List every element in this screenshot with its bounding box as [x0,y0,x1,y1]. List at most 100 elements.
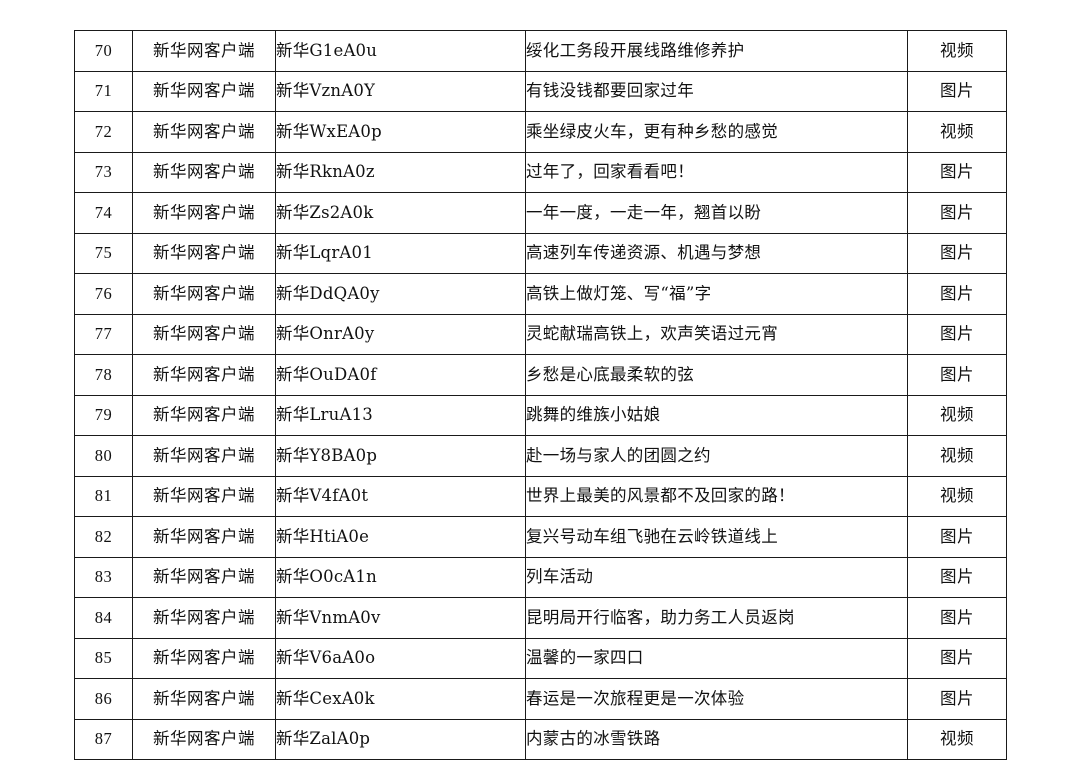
content-table: 70 新华网客户端 新华G1eA0u 绥化工务段开展线路维修养护 视频 71 新华网客户端新… [74,30,1007,760]
cell-type: 图片 [907,151,1007,193]
cell-code: 新华LruA13 [275,394,526,436]
cell-index: 74 [74,192,133,234]
cell-type: 图片 [907,313,1007,355]
cell-code: 新华O0cA1n [275,556,526,598]
cell-source: 新华网客户端 [132,394,276,436]
table-row: 75 新华网客户端 新华LqrA01 高速列车传递资源、机遇与梦想 图片 [74,232,1007,274]
cell-code: 新华G1eA0u [275,30,526,72]
cell-title: 过年了，回家看看吧！ [525,151,908,193]
cell-source: 新华网客户端 [132,111,276,153]
cell-code: 新华V4fA0t [275,475,526,517]
cell-title: 春运是一次旅程更是一次体验 [525,678,908,720]
cell-index: 77 [74,313,133,355]
cell-index: 70 [74,30,133,72]
cell-code: 新华Y8BA0p [275,435,526,477]
cell-source: 新华网客户端 [132,597,276,639]
cell-title: 有钱没钱都要回家过年 [525,70,908,112]
cell-type: 视频 [907,475,1007,517]
cell-code: 新华CexA0k [275,678,526,720]
cell-title: 昆明局开行临客，助力务工人员返岗 [525,597,908,639]
cell-code: 新华LqrA01 [275,232,526,274]
cell-index: 76 [74,273,133,315]
cell-code: 新华VznA0Y [275,70,526,112]
table-body: 70 新华网客户端 新华G1eA0u 绥化工务段开展线路维修养护 视频 71 新华网客户端新… [74,30,1007,760]
cell-title: 跳舞的维族小姑娘 [525,394,908,436]
cell-title: 温馨的一家四口 [525,637,908,679]
cell-type: 图片 [907,597,1007,639]
cell-code: 新华DdQA0y [275,273,526,315]
table-row: 80 新华网客户端 新华Y8BA0p 赴一场与家人的团圆之约 视频 [74,435,1007,477]
cell-index: 72 [74,111,133,153]
cell-source: 新华网客户端 [132,718,276,760]
cell-type: 图片 [907,70,1007,112]
cell-source: 新华网客户端 [132,556,276,598]
cell-source: 新华网客户端 [132,313,276,355]
cell-type: 视频 [907,435,1007,477]
cell-type: 图片 [907,232,1007,274]
table-row: 73 新华网客户端 新华RknA0z 过年了，回家看看吧！ 图片 [74,151,1007,193]
cell-type: 视频 [907,718,1007,760]
cell-title: 乘坐绿皮火车，更有种乡愁的感觉 [525,111,908,153]
table-container: 70 新华网客户端 新华G1eA0u 绥化工务段开展线路维修养护 视频 71 新华网客户端新… [74,30,1007,760]
cell-code: 新华OnrA0y [275,313,526,355]
table-row: 83 新华网客户端 新华O0cA1n 列车活动 图片 [74,556,1007,598]
cell-title: 赴一场与家人的团圆之约 [525,435,908,477]
cell-index: 83 [74,556,133,598]
cell-code: 新华RknA0z [275,151,526,193]
cell-title: 灵蛇献瑞高铁上，欢声笑语过元宵 [525,313,908,355]
cell-index: 84 [74,597,133,639]
table-row: 84 新华网客户端 新华VnmA0v 昆明局开行临客，助力务工人员返岗 图片 [74,597,1007,639]
cell-title: 复兴号动车组飞驰在云岭铁道线上 [525,516,908,558]
table-row: 78 新华网客户端 新华OuDA0f 乡愁是心底最柔软的弦 图片 [74,354,1007,396]
cell-code: 新华ZalA0p [275,718,526,760]
cell-code: 新华OuDA0f [275,354,526,396]
table-row: 72 新华网客户端 新华WxEA0p 乘坐绿皮火车，更有种乡愁的感觉 视频 [74,111,1007,153]
table-row: 76 新华网客户端 新华DdQA0y 高铁上做灯笼、写“福”字 图片 [74,273,1007,315]
table-row: 85 新华网客户端 新华V6aA0o 温馨的一家四口 图片 [74,637,1007,679]
cell-title: 乡愁是心底最柔软的弦 [525,354,908,396]
cell-source: 新华网客户端 [132,475,276,517]
cell-code: 新华WxEA0p [275,111,526,153]
cell-type: 图片 [907,516,1007,558]
cell-source: 新华网客户端 [132,192,276,234]
cell-source: 新华网客户端 [132,30,276,72]
cell-code: 新华HtiA0e [275,516,526,558]
cell-index: 79 [74,394,133,436]
cell-source: 新华网客户端 [132,516,276,558]
cell-source: 新华网客户端 [132,151,276,193]
cell-type: 图片 [907,273,1007,315]
cell-source: 新华网客户端 [132,637,276,679]
cell-type: 图片 [907,354,1007,396]
cell-index: 80 [74,435,133,477]
cell-source: 新华网客户端 [132,354,276,396]
table-row: 77 新华网客户端 新华OnrA0y 灵蛇献瑞高铁上，欢声笑语过元宵 图片 [74,313,1007,355]
cell-source: 新华网客户端 [132,273,276,315]
cell-index: 78 [74,354,133,396]
cell-index: 86 [74,678,133,720]
cell-title: 列车活动 [525,556,908,598]
table-row: 87 新华网客户端 新华ZalA0p 内蒙古的冰雪铁路 视频 [74,718,1007,760]
cell-source: 新华网客户端 [132,232,276,274]
cell-code: 新华VnmA0v [275,597,526,639]
cell-source: 新华网客户端 [132,678,276,720]
table-row: 70 新华网客户端 新华G1eA0u 绥化工务段开展线路维修养护 视频 [74,30,1007,72]
cell-title: 一年一度，一走一年，翘首以盼 [525,192,908,234]
cell-code: 新华Zs2A0k [275,192,526,234]
table-row: 81 新华网客户端 新华V4fA0t 世界上最美的风景都不及回家的路！ 视频 [74,475,1007,517]
cell-source: 新华网客户端 [132,435,276,477]
cell-title: 高速列车传递资源、机遇与梦想 [525,232,908,274]
cell-source: 新华网客户端 [132,70,276,112]
cell-index: 87 [74,718,133,760]
cell-type: 图片 [907,556,1007,598]
table-row: 71 新华网客户端 新华VznA0Y 有钱没钱都要回家过年 图片 [74,70,1007,112]
cell-index: 75 [74,232,133,274]
cell-title: 内蒙古的冰雪铁路 [525,718,908,760]
table-row: 82 新华网客户端 新华HtiA0e 复兴号动车组飞驰在云岭铁道线上 图片 [74,516,1007,558]
cell-index: 71 [74,70,133,112]
cell-type: 视频 [907,30,1007,72]
cell-title: 绥化工务段开展线路维修养护 [525,30,908,72]
table-row: 79 新华网客户端 新华LruA13 跳舞的维族小姑娘 视频 [74,394,1007,436]
table-row: 86 新华网客户端 新华CexA0k 春运是一次旅程更是一次体验 图片 [74,678,1007,720]
table-row: 74 新华网客户端 新华Zs2A0k 一年一度，一走一年，翘首以盼 图片 [74,192,1007,234]
